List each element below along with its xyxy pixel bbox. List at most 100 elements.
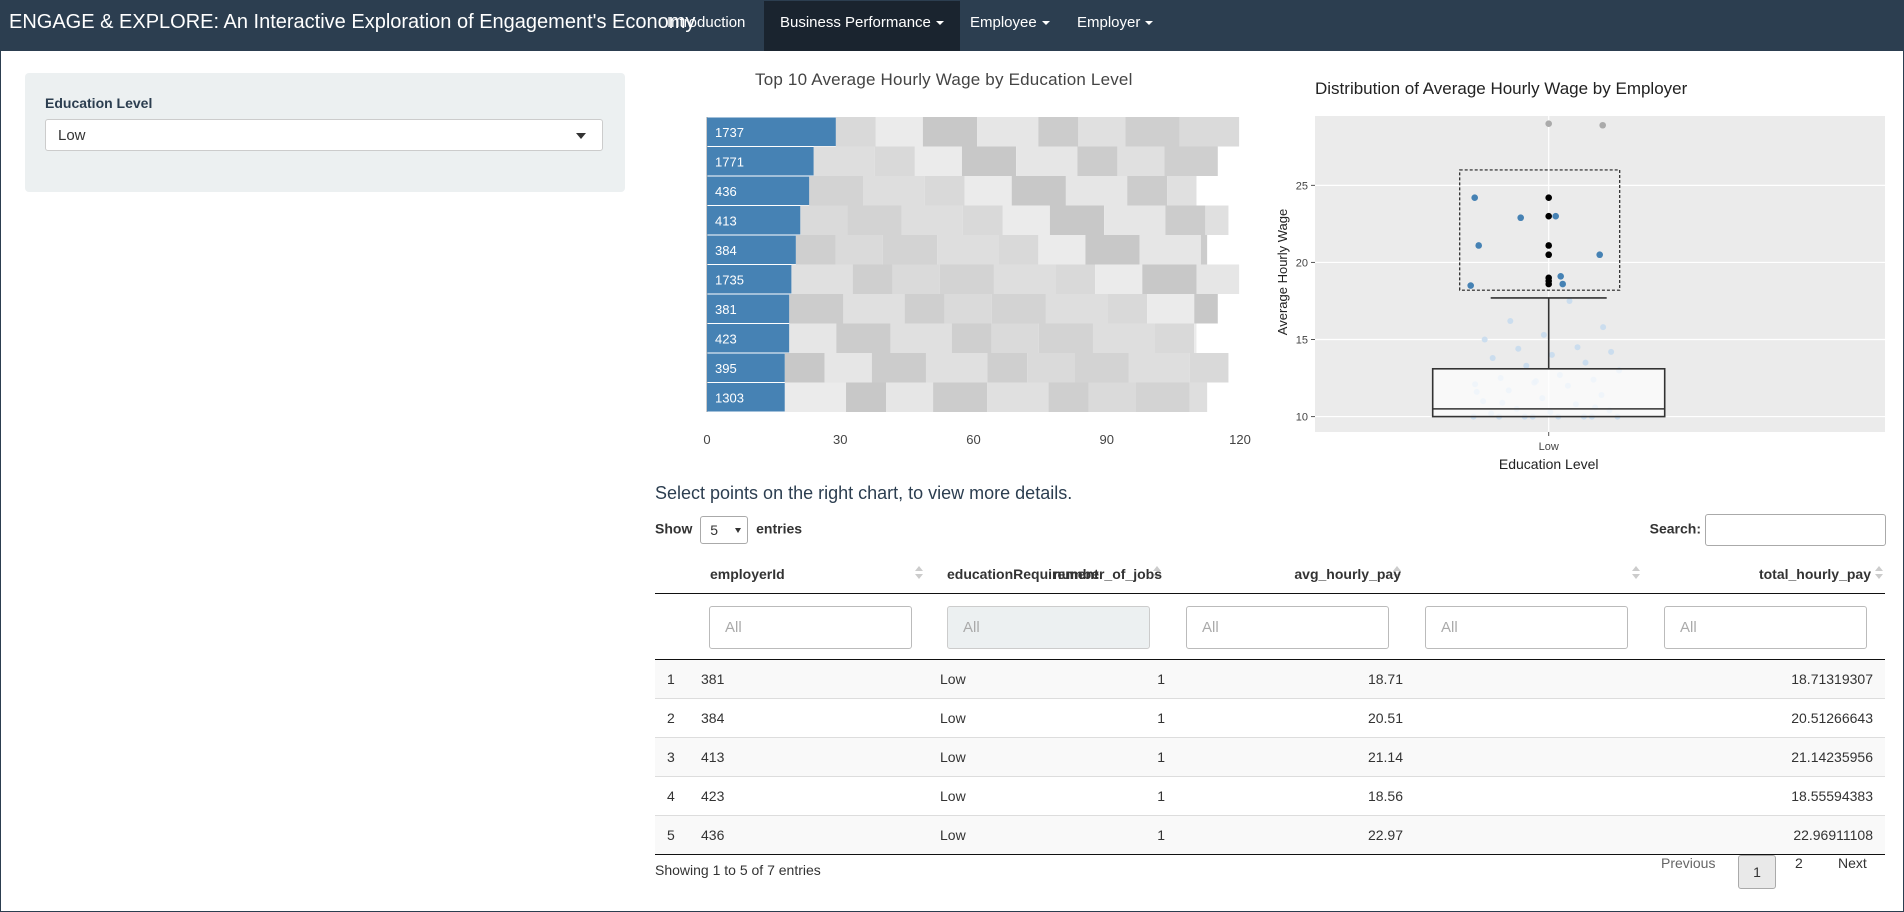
table-row[interactable]: 1 381 Low 1 18.71 18.71319307	[655, 660, 1885, 699]
bar	[707, 147, 814, 176]
bar-chart[interactable]: 1737 1771 436 413 384 1735 381 423 395 1303 0 30 60 9…	[680, 90, 1251, 450]
jitter-point	[1489, 355, 1496, 362]
background-tile	[1128, 353, 1190, 383]
background-tile	[1142, 264, 1197, 294]
sort-icon[interactable]	[1393, 565, 1401, 581]
nav-introduction[interactable]: Introduction	[667, 14, 746, 31]
cell-total: 20.51266643	[1791, 710, 1873, 726]
pagination-next[interactable]: Next	[1838, 855, 1867, 871]
bar-label: 384	[715, 243, 737, 258]
jitter-point	[1515, 345, 1522, 352]
background-tile	[1189, 353, 1229, 383]
filter-avg-hourly-pay[interactable]: All	[1425, 606, 1628, 649]
table-row[interactable]: 4 423 Low 1 18.56 18.55594383	[655, 777, 1885, 816]
boxplot-title: Distribution of Average Hourly Wage by E…	[1315, 79, 1688, 98]
filter-employerid[interactable]: All	[709, 606, 912, 649]
background-tile	[835, 235, 883, 265]
background-tile	[1205, 205, 1229, 235]
col-employerid[interactable]: employerId	[710, 566, 785, 582]
outlier-point	[1559, 280, 1566, 288]
cell-edu: Low	[940, 788, 966, 804]
sort-icon[interactable]	[915, 565, 923, 581]
cell-total: 18.55594383	[1791, 788, 1873, 804]
sort-icon[interactable]	[1153, 565, 1161, 581]
bar	[707, 383, 785, 412]
background-tile	[914, 146, 962, 176]
sort-icon[interactable]	[1875, 565, 1883, 581]
background-tile	[789, 323, 837, 353]
boxplot-chart[interactable]: 10 15 20 25 Low Education Level Average Hourly…	[1240, 100, 1900, 500]
jitter-point	[1600, 324, 1607, 331]
background-tile	[1038, 323, 1093, 353]
background-tile	[1038, 235, 1086, 265]
background-tile	[1002, 205, 1050, 235]
col-educationrequirement[interactable]: educationRequirement	[947, 566, 1099, 582]
table-row[interactable]: 3 413 Low 1 21.14 21.14235956	[655, 738, 1885, 777]
cell-avg: 18.56	[1367, 788, 1403, 804]
background-tile	[1104, 205, 1166, 235]
cell-employerId: 423	[701, 788, 725, 804]
nav-business-performance[interactable]: Business Performance	[764, 0, 960, 51]
col-avg-hourly-pay[interactable]: avg_hourly_pay	[1294, 566, 1401, 582]
bar	[707, 353, 785, 382]
background-tile	[1179, 117, 1240, 147]
filter-educationrequirement: All	[947, 606, 1150, 649]
background-tile	[875, 117, 923, 147]
search-input[interactable]	[1705, 514, 1886, 546]
cell-total: 22.96911108	[1793, 827, 1873, 843]
data-table: employerId educationRequirement number_o…	[655, 556, 1885, 855]
outlier-point	[1475, 242, 1482, 249]
background-tile	[1139, 235, 1201, 265]
background-tile	[1165, 205, 1206, 235]
background-tile	[991, 323, 1039, 353]
education-level-select[interactable]: Low	[45, 119, 603, 151]
background-tile	[824, 353, 872, 383]
filter-placeholder: All	[1441, 619, 1458, 636]
selected-point	[1545, 242, 1552, 249]
nav-employer[interactable]: Employer	[1061, 0, 1169, 51]
bar	[707, 117, 836, 146]
outlier-point	[1517, 214, 1524, 222]
table-row[interactable]: 2 384 Low 1 20.51 20.51266643	[655, 699, 1885, 738]
cell-employerId: 381	[701, 671, 725, 687]
education-level-label: Education Level	[45, 95, 153, 111]
table-row[interactable]: 5 436 Low 1 22.97 22.96911108	[655, 816, 1885, 855]
pagination-page-2[interactable]: 2	[1795, 855, 1803, 871]
filter-total-hourly-pay[interactable]: All	[1664, 606, 1867, 649]
jitter-point	[1507, 318, 1514, 325]
background-tile	[944, 294, 992, 324]
page-length-value: 5	[710, 522, 719, 538]
pagination-page-1[interactable]: 1	[1738, 855, 1776, 889]
nav-employee[interactable]: Employee	[954, 0, 1066, 51]
x-tick-label: 60	[966, 432, 980, 447]
cell-avg: 20.51	[1367, 710, 1403, 726]
x-tick-label: 0	[703, 432, 710, 447]
cell-employerId: 413	[701, 749, 725, 765]
background-tile	[977, 117, 1039, 147]
pagination-previous[interactable]: Previous	[1661, 855, 1716, 871]
app-title[interactable]: ENGAGE & EXPLORE: An Interactive Explora…	[9, 11, 696, 33]
y-tick-label: 20	[1296, 257, 1308, 269]
selected-point	[1545, 251, 1552, 259]
background-tile	[800, 205, 848, 235]
selected-point	[1545, 194, 1552, 201]
col-total-hourly-pay[interactable]: total_hourly_pay	[1758, 566, 1871, 582]
dropdown-arrow-icon	[735, 528, 742, 533]
filter-number-of-jobs[interactable]: All	[1186, 606, 1389, 649]
filter-placeholder: All	[725, 619, 742, 636]
background-tile	[998, 235, 1039, 265]
col-number-of-jobs[interactable]: number_of_jobs	[1053, 566, 1162, 582]
selected-point	[1545, 280, 1552, 288]
chevron-down-icon	[935, 21, 944, 26]
filter-row: All All All All All	[655, 594, 1885, 660]
search-label: Search:	[1649, 520, 1701, 537]
cell-total: 21.14235956	[1791, 749, 1873, 765]
cell-employerId: 384	[701, 710, 725, 726]
background-tile	[791, 264, 853, 294]
sort-icon[interactable]	[1632, 565, 1640, 581]
jitter-point	[1582, 359, 1589, 366]
background-tile	[871, 353, 926, 383]
background-tile	[874, 146, 915, 176]
x-tick-label: 30	[833, 432, 847, 447]
page-length-select[interactable]: 5	[700, 516, 749, 544]
